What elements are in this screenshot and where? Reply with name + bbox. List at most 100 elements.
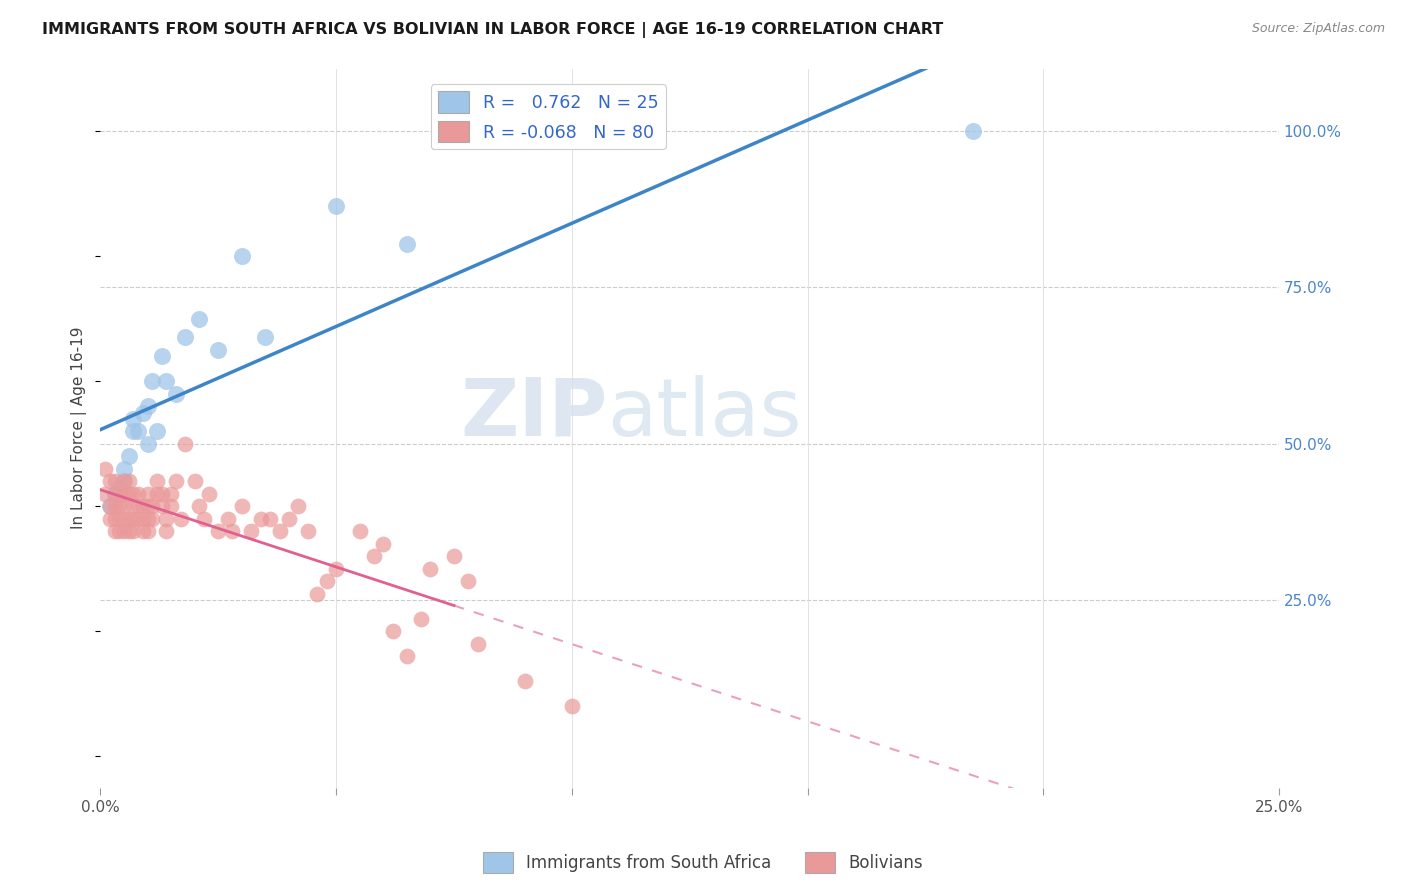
Point xyxy=(94,462,117,476)
Point xyxy=(221,524,243,539)
Point xyxy=(231,500,253,514)
Point xyxy=(98,512,121,526)
Point xyxy=(136,487,159,501)
Point xyxy=(118,512,141,526)
Point xyxy=(132,405,155,419)
Point xyxy=(409,612,432,626)
Point xyxy=(155,374,177,388)
Point xyxy=(103,487,125,501)
Point xyxy=(165,475,187,489)
Legend: Immigrants from South Africa, Bolivians: Immigrants from South Africa, Bolivians xyxy=(477,846,929,880)
Point xyxy=(118,475,141,489)
Point xyxy=(146,487,169,501)
Point xyxy=(188,311,211,326)
Point xyxy=(325,562,347,576)
Point xyxy=(112,487,135,501)
Point xyxy=(150,500,173,514)
Point xyxy=(122,411,145,425)
Point xyxy=(150,487,173,501)
Point xyxy=(122,487,145,501)
Point xyxy=(349,524,371,539)
Point xyxy=(112,500,135,514)
Point xyxy=(98,500,121,514)
Point xyxy=(108,487,131,501)
Point xyxy=(112,512,135,526)
Point xyxy=(297,524,319,539)
Point xyxy=(122,512,145,526)
Point xyxy=(443,549,465,564)
Point xyxy=(132,500,155,514)
Point xyxy=(103,524,125,539)
Point xyxy=(513,674,536,689)
Point xyxy=(169,512,191,526)
Point xyxy=(198,487,221,501)
Point xyxy=(127,424,149,438)
Point xyxy=(146,424,169,438)
Point xyxy=(132,524,155,539)
Point xyxy=(141,500,163,514)
Point xyxy=(254,330,277,344)
Point xyxy=(127,512,149,526)
Point xyxy=(103,487,125,501)
Point xyxy=(146,475,169,489)
Point xyxy=(112,462,135,476)
Point xyxy=(259,512,281,526)
Point xyxy=(160,500,183,514)
Point xyxy=(193,512,215,526)
Point xyxy=(108,524,131,539)
Point xyxy=(269,524,291,539)
Point xyxy=(207,343,229,357)
Point xyxy=(249,512,271,526)
Point xyxy=(174,437,197,451)
Point xyxy=(108,512,131,526)
Point xyxy=(118,524,141,539)
Point xyxy=(98,475,121,489)
Point xyxy=(122,424,145,438)
Point xyxy=(395,649,418,664)
Point xyxy=(112,475,135,489)
Point xyxy=(127,487,149,501)
Point xyxy=(307,587,329,601)
Point xyxy=(962,124,984,138)
Point xyxy=(188,500,211,514)
Point xyxy=(98,500,121,514)
Point xyxy=(165,386,187,401)
Legend: R =   0.762   N = 25, R = -0.068   N = 80: R = 0.762 N = 25, R = -0.068 N = 80 xyxy=(430,85,665,149)
Point xyxy=(122,500,145,514)
Point xyxy=(278,512,301,526)
Point xyxy=(136,524,159,539)
Point xyxy=(136,500,159,514)
Text: IMMIGRANTS FROM SOUTH AFRICA VS BOLIVIAN IN LABOR FORCE | AGE 16-19 CORRELATION : IMMIGRANTS FROM SOUTH AFRICA VS BOLIVIAN… xyxy=(42,22,943,38)
Point xyxy=(240,524,263,539)
Point xyxy=(141,374,163,388)
Point xyxy=(207,524,229,539)
Point xyxy=(103,512,125,526)
Y-axis label: In Labor Force | Age 16-19: In Labor Force | Age 16-19 xyxy=(72,326,87,529)
Point xyxy=(381,624,404,639)
Point xyxy=(94,487,117,501)
Point xyxy=(395,236,418,251)
Point xyxy=(108,500,131,514)
Point xyxy=(419,562,441,576)
Point xyxy=(363,549,385,564)
Point xyxy=(122,524,145,539)
Point xyxy=(136,512,159,526)
Point xyxy=(108,481,131,495)
Point xyxy=(231,249,253,263)
Point xyxy=(160,487,183,501)
Point xyxy=(373,537,395,551)
Point xyxy=(174,330,197,344)
Point xyxy=(132,512,155,526)
Point xyxy=(103,500,125,514)
Point xyxy=(112,475,135,489)
Point xyxy=(217,512,239,526)
Point xyxy=(561,699,583,714)
Point xyxy=(155,512,177,526)
Point xyxy=(136,399,159,413)
Point xyxy=(325,199,347,213)
Point xyxy=(118,487,141,501)
Point xyxy=(315,574,337,589)
Point xyxy=(141,512,163,526)
Point xyxy=(103,475,125,489)
Point xyxy=(127,500,149,514)
